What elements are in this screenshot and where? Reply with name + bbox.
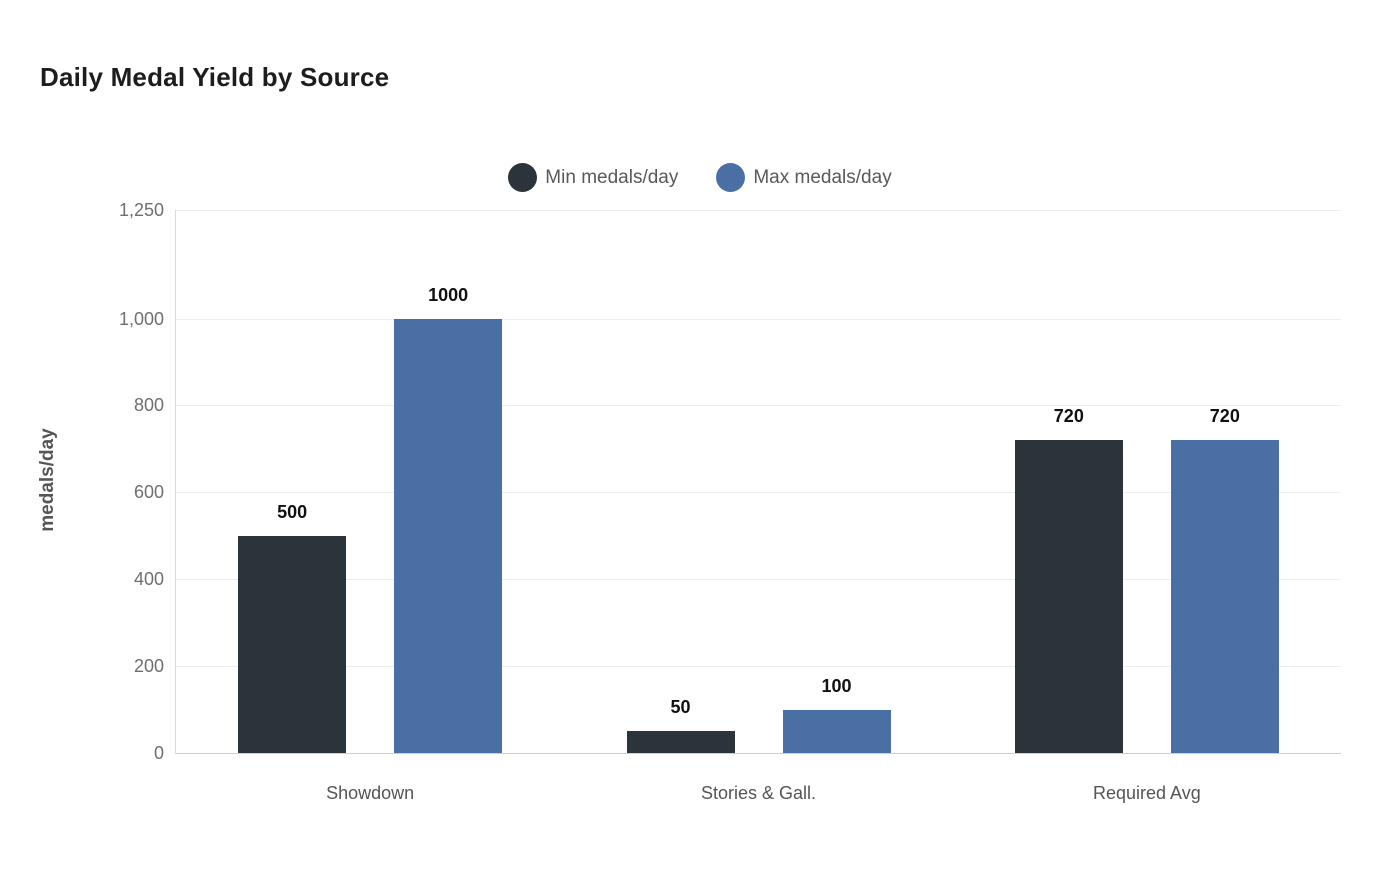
gridline xyxy=(176,579,1341,581)
bar-value-label: 1000 xyxy=(428,284,469,305)
bar-min xyxy=(1014,440,1123,753)
bar-min xyxy=(626,731,735,753)
legend-swatch-min xyxy=(508,163,538,192)
legend-label-min: Min medals/day xyxy=(545,166,679,188)
y-tick-label: 800 xyxy=(133,395,164,416)
legend: Min medals/day Max medals/day xyxy=(0,163,1400,192)
legend-item-min: Min medals/day xyxy=(508,163,678,192)
chart-title: Daily Medal Yield by Source xyxy=(40,62,390,92)
gridline xyxy=(176,666,1341,668)
bar-value-label: 720 xyxy=(1053,406,1084,427)
x-category-label: Showdown xyxy=(326,783,415,803)
y-tick-label: 1,250 xyxy=(118,200,164,220)
plot-area: 0 200 400 600 800 1,000 1,250 500 1000 Showdown 50… xyxy=(119,200,1341,803)
y-tick-label: 0 xyxy=(153,743,164,763)
x-category-label: Required Avg xyxy=(1092,783,1201,803)
gridline xyxy=(176,210,1341,211)
bar-max xyxy=(782,709,891,753)
gridline xyxy=(176,405,1341,407)
bar-value-label: 100 xyxy=(821,675,852,696)
bar-value-label: 500 xyxy=(277,501,308,522)
x-category-label: Stories & Gall. xyxy=(700,783,817,803)
gridline xyxy=(176,492,1341,494)
y-tick-label: 600 xyxy=(133,482,164,503)
y-tick-label: 200 xyxy=(133,656,164,677)
bar-value-label: 50 xyxy=(670,697,691,718)
legend-swatch-max xyxy=(716,163,746,192)
bar-max xyxy=(394,318,503,753)
bar-min xyxy=(238,535,347,753)
gridline xyxy=(176,318,1341,320)
bar-value-label: 720 xyxy=(1209,406,1240,427)
y-axis-title: medals/day xyxy=(37,428,58,532)
bar-max xyxy=(1170,440,1279,753)
y-tick-label: 400 xyxy=(133,569,164,590)
legend-item-max: Max medals/day xyxy=(716,163,892,192)
legend-label-max: Max medals/day xyxy=(753,166,892,188)
y-tick-label: 1,000 xyxy=(118,308,164,329)
